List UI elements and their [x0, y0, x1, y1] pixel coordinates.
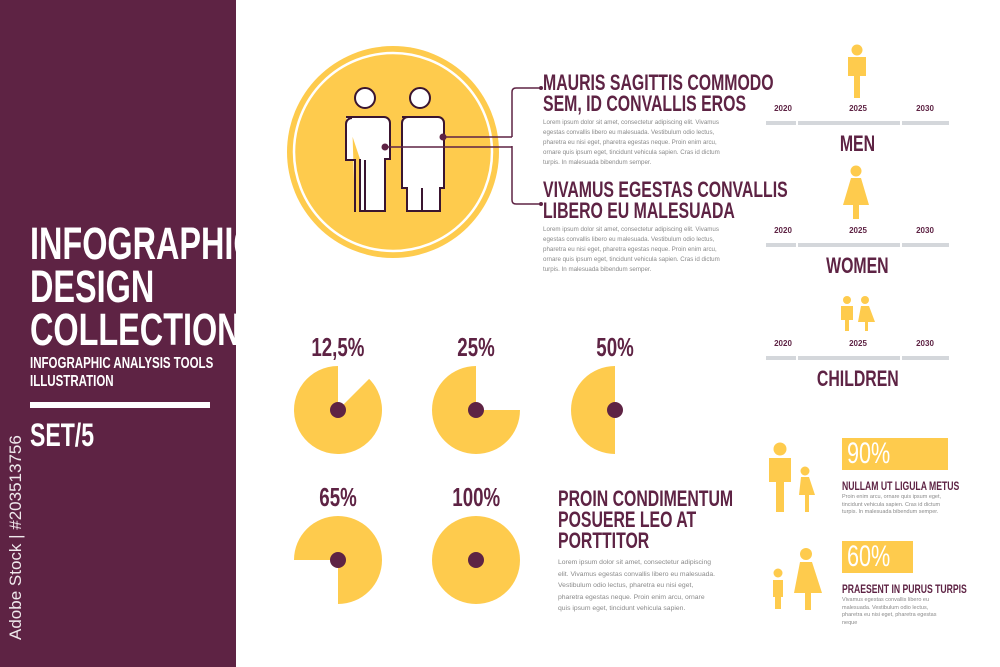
pie-label: 100%: [436, 482, 516, 513]
stat-body: Proin enim arcu, ornare quis ipsum eget,…: [842, 494, 942, 515]
woman-icon: [843, 165, 869, 219]
proin-heading: PORTTITOR: [558, 528, 650, 553]
callout-2: VIVAMUS EGESTAS CONVALLIS LIBERO EU MALE…: [543, 179, 788, 275]
timeline-segment: [902, 121, 949, 125]
timeline-year: 2030: [916, 226, 934, 235]
proin-heading: PROIN CONDIMENTUM: [558, 486, 734, 511]
callout-heading: SEM, ID CONVALLIS EROS: [543, 91, 747, 116]
stat-bar: 90%: [842, 438, 948, 470]
timeline-year: 2025: [849, 339, 867, 348]
timeline-year: 2020: [774, 339, 792, 348]
title-line-1: INFOGRAPHIC: [30, 218, 345, 269]
timeline-year: 2025: [849, 104, 867, 113]
proin-heading: POSUERE LEO AT: [558, 507, 697, 532]
timeline-label-text: WOMEN: [826, 253, 889, 278]
callout-body: Lorem ipsum dolor sit amet, consectetur …: [543, 119, 720, 166]
pie-label-text: 12,5%: [311, 332, 365, 362]
child-woman-icon: [773, 548, 822, 610]
pie-label: 50%: [575, 332, 655, 363]
proin-block: PROIN CONDIMENTUM POSUERE LEO AT PORTTIT…: [558, 488, 733, 615]
subtitle-line: ILLUSTRATION: [30, 373, 114, 390]
pie-chart: [432, 516, 520, 604]
title-line-3: COLLECTION: [30, 304, 322, 355]
timeline-label: MEN: [800, 131, 915, 157]
pie-label-text: 50%: [596, 332, 634, 362]
timeline-segment: [798, 121, 900, 125]
timeline-label-text: MEN: [839, 131, 876, 156]
pie-label-text: 65%: [319, 482, 357, 512]
subtitle-line: INFOGRAPHIC ANALYSIS TOOLS: [30, 355, 214, 372]
stat-value: 90%: [847, 438, 891, 470]
callout-1: MAURIS SAGITTIS COMMODO SEM, ID CONVALLI…: [543, 72, 774, 168]
proin-body: Lorem ipsum dolor sit amet, consectetur …: [558, 559, 716, 612]
children-icon: [841, 296, 875, 331]
stat-heading: NULLAM UT LIGULA METUS: [842, 479, 1000, 493]
man-outline-icon: [345, 87, 391, 212]
timeline-year: 2030: [916, 104, 934, 113]
timeline-segment: [902, 243, 949, 247]
timeline-label: WOMEN: [800, 253, 915, 279]
timeline-segment: [798, 356, 900, 360]
pie-center-dot: [468, 402, 484, 418]
divider: [30, 402, 210, 408]
people-circle: [287, 46, 512, 258]
timeline-segment: [766, 121, 796, 125]
pie-center-dot: [330, 552, 346, 568]
adult-child-icon: [769, 442, 815, 512]
callout-body: Lorem ipsum dolor sit amet, consectetur …: [543, 226, 720, 273]
callout-heading: MAURIS SAGITTIS COMMODO: [543, 70, 774, 95]
stat-body: Vivamus egestas convallis libero eu male…: [842, 597, 937, 626]
subtitle: INFOGRAPHIC ANALYSIS TOOLS ILLUSTRATION: [30, 355, 285, 391]
pie-chart: [294, 366, 382, 454]
watermark: Adobe Stock | #203513756: [6, 435, 25, 640]
title-text: DESIGN: [30, 261, 155, 312]
pie-label: 12,5%: [298, 332, 378, 363]
stat-heading: PRAESENT IN PURUS TURPIS: [842, 582, 1000, 596]
stat-heading-text: PRAESENT IN PURUS TURPIS: [842, 582, 967, 596]
timeline-segment: [766, 243, 796, 247]
pie-label: 25%: [436, 332, 516, 363]
set-text: SET/5: [30, 417, 95, 453]
set-label: SET/5: [30, 417, 119, 454]
man-icon: [848, 44, 866, 98]
pie-slice: [571, 366, 615, 454]
callout-heading: LIBERO EU MALESUADA: [543, 198, 735, 223]
stat-value: 60%: [847, 541, 891, 573]
timeline-label: CHILDREN: [800, 366, 915, 392]
title-line-2: DESIGN: [30, 261, 203, 312]
woman-outline-icon: [401, 87, 445, 212]
pie-center-dot: [330, 402, 346, 418]
timeline-label-text: CHILDREN: [816, 366, 899, 391]
title-text: INFOGRAPHIC: [30, 218, 257, 269]
pie-chart: [294, 516, 382, 604]
timeline-year: 2020: [774, 104, 792, 113]
pie-label: 65%: [298, 482, 378, 513]
title-text: COLLECTION: [30, 304, 241, 355]
timeline-year: 2020: [774, 226, 792, 235]
pie-center-dot: [468, 552, 484, 568]
connector-lines: [385, 136, 512, 148]
timeline-year: 2030: [916, 339, 934, 348]
callout-heading: VIVAMUS EGESTAS CONVALLIS: [543, 177, 788, 202]
timeline-segment: [766, 356, 796, 360]
timeline-segment: [902, 356, 949, 360]
pie-chart: [571, 366, 623, 454]
timeline-year: 2025: [849, 226, 867, 235]
pie-label-text: 100%: [452, 482, 500, 512]
pie-label-text: 25%: [457, 332, 495, 362]
pie-chart: [432, 366, 520, 454]
bracket-connectors: [511, 86, 543, 206]
sidebar: INFOGRAPHIC DESIGN COLLECTION INFOGRAPHI…: [0, 0, 257, 667]
timeline-segment: [798, 243, 900, 247]
stat-bar: 60%: [842, 541, 913, 573]
stat-heading-text: NULLAM UT LIGULA METUS: [842, 479, 960, 493]
pie-center-dot: [607, 402, 623, 418]
